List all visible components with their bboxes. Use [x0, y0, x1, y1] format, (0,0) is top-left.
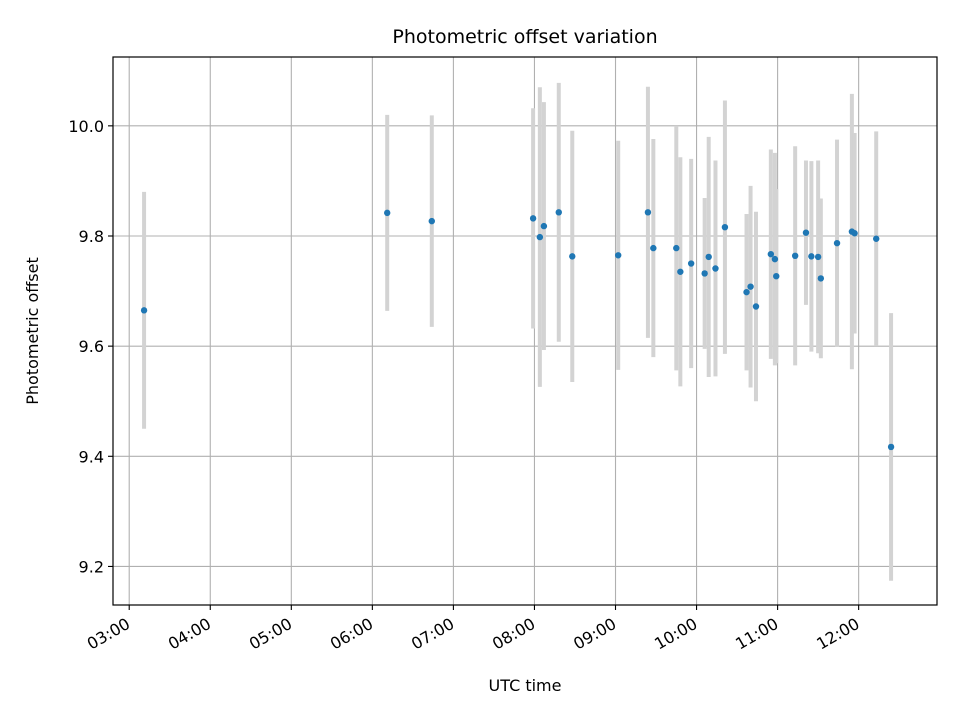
y-tick-label: 10.0 — [68, 117, 104, 136]
data-point — [814, 253, 822, 261]
data-point — [687, 260, 695, 267]
data-point — [721, 223, 729, 231]
data-point — [791, 252, 799, 260]
data-point — [712, 265, 719, 272]
grid-layer — [113, 57, 937, 605]
data-point — [644, 209, 652, 216]
x-axis-label: UTC time — [489, 676, 562, 695]
data-point — [673, 244, 680, 252]
point-layer — [140, 209, 895, 451]
y-tick-label: 9.4 — [79, 447, 104, 466]
chart-title: Photometric offset variation — [392, 26, 657, 48]
y-axis-label: Photometric offset — [23, 257, 42, 405]
data-point — [555, 209, 562, 216]
data-point — [873, 235, 880, 242]
data-point — [771, 255, 779, 263]
data-point — [701, 270, 708, 277]
data-point — [536, 233, 544, 241]
plot-frame — [112, 56, 938, 606]
data-point — [851, 230, 858, 237]
data-point — [677, 268, 684, 275]
data-point — [650, 244, 657, 252]
data-point — [773, 273, 780, 280]
data-point — [802, 229, 810, 236]
data-point — [833, 239, 841, 247]
data-point — [384, 209, 391, 217]
data-point — [743, 288, 750, 296]
data-point — [529, 215, 537, 222]
data-point — [615, 252, 622, 259]
y-tick-label: 9.6 — [79, 337, 104, 356]
data-point — [428, 217, 435, 225]
y-tick-label: 9.8 — [79, 227, 104, 246]
data-point — [540, 222, 548, 230]
data-point — [747, 283, 754, 290]
data-point — [752, 303, 760, 310]
data-point — [569, 253, 576, 260]
data-point — [705, 253, 712, 261]
data-point — [817, 275, 825, 282]
y-tick-label: 9.2 — [79, 557, 104, 576]
data-point — [140, 307, 148, 314]
data-point — [808, 253, 815, 260]
data-point — [767, 250, 775, 258]
data-point — [887, 443, 895, 451]
